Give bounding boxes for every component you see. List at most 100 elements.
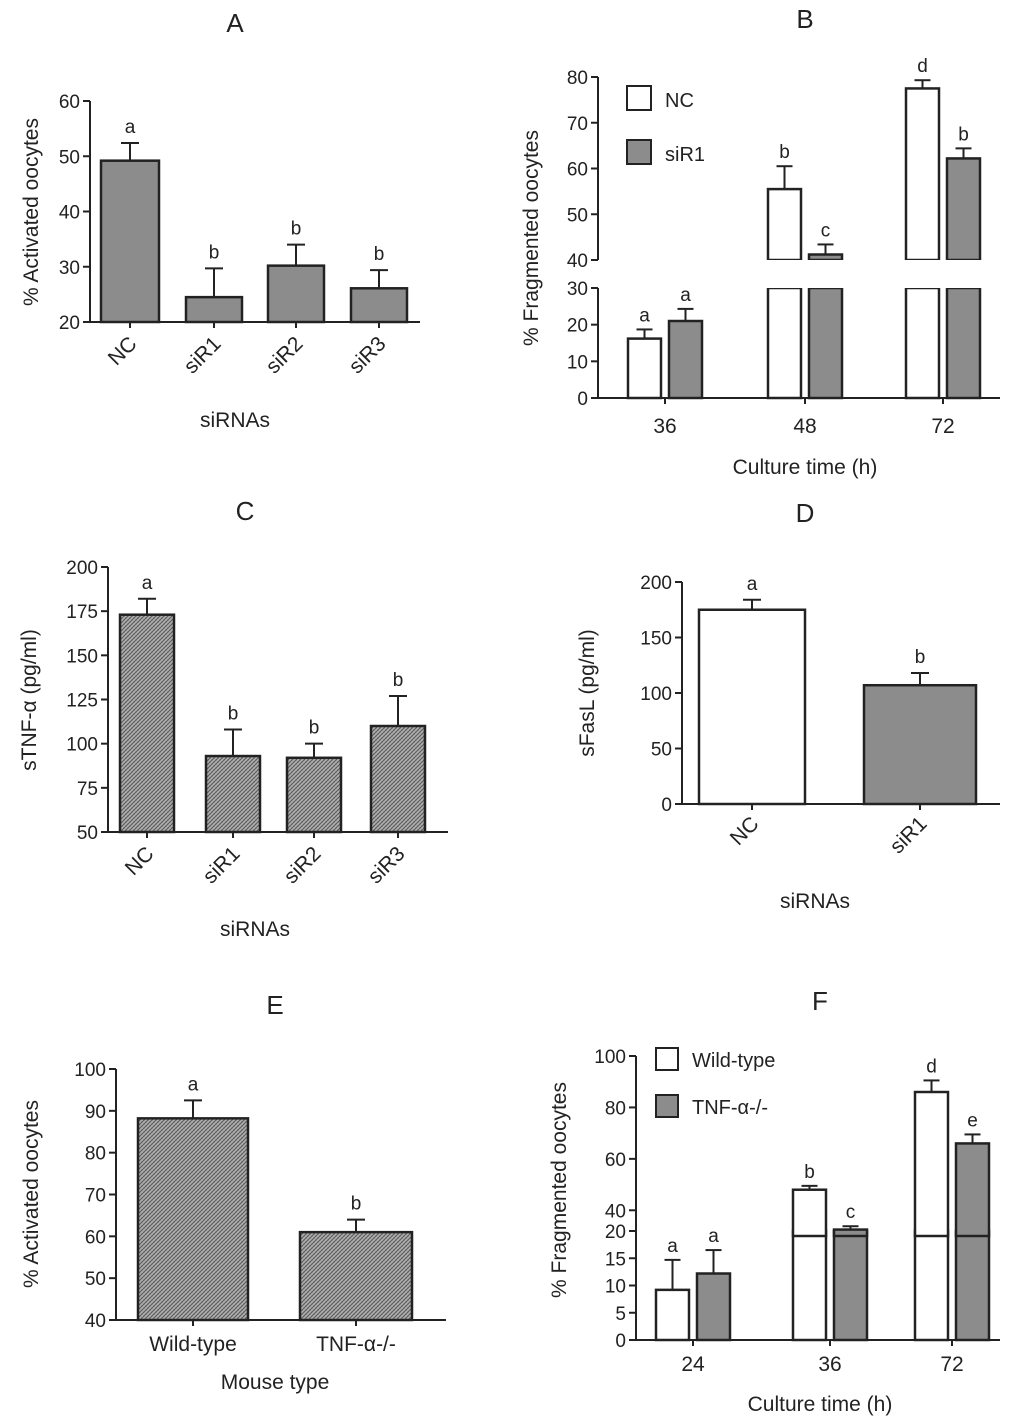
panel-d-y-tick-label: 150: [640, 629, 672, 650]
panel-f-bar-lower: [832, 1229, 869, 1342]
panel-b-y-tick-label: 20: [567, 316, 588, 337]
panel-c-xlabel: siRNAs: [220, 918, 290, 941]
panel-b-axis-break-gap: [807, 260, 844, 288]
panel-c-category-label: NC: [121, 842, 159, 880]
panel-f-bar-upper: [791, 1188, 828, 1238]
panel-c-category-label: siR2: [280, 842, 326, 888]
panel-b-significance-letter: b: [958, 124, 969, 145]
panel-f-significance-letter: a: [667, 1236, 678, 1257]
panel-b-xlabel: Culture time (h): [733, 456, 878, 479]
panel-e-category-label: Wild-type: [149, 1333, 237, 1356]
panel-c-category-label: siR3: [364, 842, 410, 888]
panel-e-bar: [136, 1117, 250, 1322]
panel-a-significance-letter: a: [125, 117, 136, 138]
panel-f-category-label: 24: [681, 1353, 705, 1376]
panel-b-bar-upper: [945, 157, 982, 262]
panel-d-y-tick-label: 50: [651, 740, 672, 761]
panel-b-y-tick-label: 50: [567, 205, 588, 226]
panel-f-y-tick-label: 80: [605, 1098, 626, 1119]
panel-b-significance-letter: c: [821, 220, 831, 241]
panel-c-y-tick-label: 125: [66, 691, 98, 712]
panel-d-xlabel: siRNAs: [780, 890, 850, 913]
panel-e-category-label: TNF-α-/-: [316, 1333, 396, 1356]
panel-a-significance-letter: b: [209, 242, 220, 263]
panel-e-xlabel: Mouse type: [221, 1371, 330, 1394]
panel-a-bar: [349, 287, 409, 324]
panel-b-legend-label: NC: [665, 90, 694, 112]
panel-a-y-tick-label: 20: [59, 313, 80, 334]
panel-f-bar-lower: [954, 1229, 991, 1342]
panel-f-y-tick-label: 100: [594, 1047, 626, 1068]
panel-d-y-tick-label: 0: [661, 795, 672, 816]
panel-c-y-tick-label: 100: [66, 735, 98, 756]
panel-d-category-label: siR1: [886, 812, 932, 858]
panel-f-category-label: 72: [940, 1353, 963, 1376]
panel-a-xlabel: siRNAs: [200, 409, 270, 432]
panel-a-category-label: siR1: [180, 332, 226, 378]
panel-f-bar-upper: [954, 1142, 991, 1238]
panel-a-ylabel: % Activated oocytes: [20, 118, 43, 306]
panel-f-legend-label: Wild-type: [692, 1050, 775, 1072]
panel-f-y-tick-label: 5: [615, 1304, 626, 1325]
panel-f-y-tick-label: 10: [605, 1277, 626, 1298]
panel-f-legend-swatch: [655, 1047, 679, 1071]
panel-c-title: C: [236, 496, 255, 526]
panel-b-legend-label: siR1: [665, 144, 705, 166]
panel-b-legend-swatch: [626, 139, 652, 165]
panel-d-bar: [697, 608, 807, 806]
panel-f-y-tick-label: 40: [605, 1201, 626, 1222]
panel-b-y-tick-label: 80: [567, 68, 588, 89]
panel-b-bar-upper: [766, 187, 803, 262]
panel-f-y-tick-label: 15: [605, 1249, 626, 1270]
panel-b-y-tick-label: 0: [577, 389, 588, 410]
panel-d-title: D: [796, 498, 815, 528]
panel-b-bar-lower: [945, 286, 982, 400]
panel-c-significance-letter: b: [393, 670, 404, 691]
panel-c-significance-letter: a: [142, 573, 153, 594]
panel-b-bar: [626, 337, 663, 400]
panel-f-category-label: 36: [818, 1353, 841, 1376]
panel-d-ylabel: sFasL (pg/ml): [576, 629, 599, 757]
panel-a-title: A: [226, 8, 244, 38]
panel-b-axis-break-gap: [766, 260, 803, 288]
panel-c-bar: [118, 613, 176, 834]
panel-b-bar-lower: [904, 286, 941, 400]
panel-e-y-tick-label: 60: [85, 1227, 106, 1248]
panel-c-y-tick-label: 75: [77, 779, 98, 800]
panel-e-y-tick-label: 50: [85, 1269, 106, 1290]
panel-d-significance-letter: a: [747, 574, 758, 595]
panel-d-bar: [862, 683, 978, 806]
panel-d-y-tick-label: 100: [640, 684, 672, 705]
panel-c-y-tick-label: 175: [66, 602, 98, 623]
panel-b-significance-letter: b: [779, 142, 790, 163]
panel-a-significance-letter: b: [374, 244, 385, 265]
panel-e-y-tick-label: 40: [85, 1311, 106, 1332]
panel-e-y-tick-label: 100: [74, 1060, 106, 1081]
panel-a-category-label: siR2: [262, 332, 308, 378]
panel-f-y-tick-label: 20: [605, 1222, 626, 1243]
panel-d-category-label: NC: [726, 812, 764, 850]
panel-c-category-label: siR1: [199, 842, 245, 888]
panel-e-title: E: [266, 990, 283, 1020]
panel-e-bar: [298, 1230, 414, 1322]
panel-a-y-tick-label: 60: [59, 92, 80, 113]
panel-a-category-label: siR3: [345, 332, 391, 378]
panel-a-y-tick-label: 30: [59, 258, 80, 279]
panel-b-axis-break-gap: [904, 260, 941, 288]
panel-b-y-tick-label: 60: [567, 160, 588, 181]
panel-f-bar-lower: [913, 1229, 950, 1342]
panel-c-significance-letter: b: [228, 704, 239, 725]
panel-f-bar-lower: [791, 1229, 828, 1342]
panel-c-significance-letter: b: [309, 718, 320, 739]
panel-a-y-tick-label: 40: [59, 203, 80, 224]
panel-f-significance-letter: a: [708, 1226, 719, 1247]
panel-f-xlabel: Culture time (h): [748, 1393, 893, 1416]
panel-a-significance-letter: b: [291, 219, 302, 240]
panel-e-y-tick-label: 80: [85, 1144, 106, 1165]
panel-e-significance-letter: b: [351, 1194, 362, 1215]
panel-b-category-label: 48: [793, 415, 816, 438]
panel-a-bar: [99, 159, 161, 324]
panel-b-y-tick-label: 40: [567, 251, 588, 272]
panel-c-ylabel: sTNF-α (pg/ml): [18, 629, 41, 771]
